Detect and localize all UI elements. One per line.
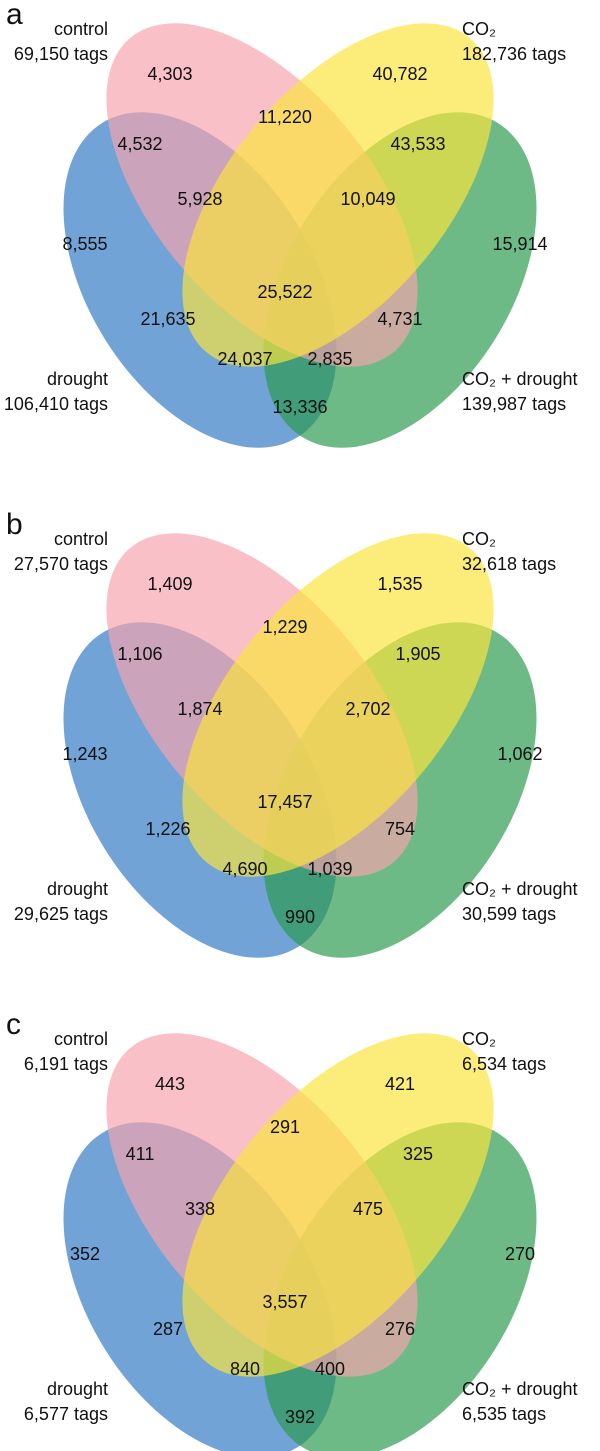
set-tags: 6,535 tags — [462, 1404, 546, 1424]
panel-letter: a — [6, 0, 23, 31]
region-count: 4,532 — [117, 134, 162, 154]
region-count: 8,555 — [62, 234, 107, 254]
set-name: CO₂ — [462, 19, 496, 39]
set-name: control — [54, 19, 108, 39]
region-count: 990 — [285, 907, 315, 927]
region-count: 1,229 — [262, 617, 307, 637]
region-count: 1,106 — [117, 644, 162, 664]
region-count: 400 — [315, 1359, 345, 1379]
region-count: 1,905 — [395, 644, 440, 664]
set-tags: 139,987 tags — [462, 394, 566, 414]
set-name: control — [54, 529, 108, 549]
region-count: 10,049 — [340, 189, 395, 209]
set-tags: 69,150 tags — [14, 44, 108, 64]
region-count: 840 — [230, 1359, 260, 1379]
set-tags: 182,736 tags — [462, 44, 566, 64]
region-count: 325 — [403, 1144, 433, 1164]
region-count: 291 — [270, 1117, 300, 1137]
set-name: drought — [47, 369, 108, 389]
region-count: 1,226 — [145, 819, 190, 839]
region-count: 4,303 — [147, 64, 192, 84]
set-name: drought — [47, 879, 108, 899]
set-tags: 30,599 tags — [462, 904, 556, 924]
set-tags: 6,534 tags — [462, 1054, 546, 1074]
region-count: 1,039 — [307, 859, 352, 879]
region-count: 11,220 — [258, 107, 312, 127]
set-name: CO₂ + drought — [462, 1379, 578, 1399]
region-count: 754 — [385, 819, 415, 839]
region-count: 15,914 — [492, 234, 547, 254]
region-count: 1,535 — [377, 574, 422, 594]
panel-letter: b — [6, 508, 23, 541]
region-count: 443 — [155, 1074, 185, 1094]
region-count: 475 — [353, 1199, 383, 1219]
region-count: 421 — [385, 1074, 415, 1094]
region-count: 17,457 — [257, 792, 312, 812]
set-tags: 106,410 tags — [4, 394, 108, 414]
region-count: 4,731 — [377, 309, 422, 329]
set-tags: 32,618 tags — [462, 554, 556, 574]
region-count: 2,702 — [345, 699, 390, 719]
set-name: CO₂ — [462, 529, 496, 549]
region-count: 1,409 — [147, 574, 192, 594]
region-count: 3,557 — [262, 1292, 307, 1312]
panel-letter: c — [6, 1008, 21, 1041]
region-count: 40,782 — [372, 64, 427, 84]
set-tags: 27,570 tags — [14, 554, 108, 574]
venn-panel: b control 27,570 tags CO₂ 32,618 tags drought… — [6, 508, 578, 958]
region-count: 1,062 — [497, 744, 542, 764]
co2-set — [182, 533, 494, 877]
co2-set — [182, 23, 494, 367]
set-name: CO₂ — [462, 1029, 496, 1049]
region-count: 392 — [285, 1407, 315, 1427]
set-tags: 6,191 tags — [24, 1054, 108, 1074]
region-count: 287 — [153, 1319, 183, 1339]
set-tags: 29,625 tags — [14, 904, 108, 924]
region-count: 25,522 — [257, 282, 312, 302]
set-name: CO₂ + drought — [462, 879, 578, 899]
region-count: 270 — [505, 1244, 535, 1264]
set-name: CO₂ + drought — [462, 369, 578, 389]
region-count: 411 — [126, 1144, 155, 1164]
set-tags: 6,577 tags — [24, 1404, 108, 1424]
region-count: 24,037 — [217, 349, 272, 369]
region-count: 13,336 — [272, 397, 327, 417]
region-count: 1,243 — [62, 744, 107, 764]
region-count: 43,533 — [390, 134, 445, 154]
region-count: 4,690 — [222, 859, 267, 879]
co2-set — [182, 1033, 494, 1377]
set-name: control — [54, 1029, 108, 1049]
venn-panel: c control 6,191 tags CO₂ 6,534 tags drought 6,… — [6, 1008, 578, 1451]
region-count: 2,835 — [307, 349, 352, 369]
region-count: 5,928 — [177, 189, 222, 209]
set-name: drought — [47, 1379, 108, 1399]
region-count: 1,874 — [177, 699, 222, 719]
region-count: 352 — [70, 1244, 100, 1264]
region-count: 338 — [185, 1199, 215, 1219]
venn-panel: a control 69,150 tags CO₂ 182,736 tags drough… — [4, 0, 578, 448]
region-count: 276 — [385, 1319, 415, 1339]
region-count: 21,635 — [140, 309, 195, 329]
